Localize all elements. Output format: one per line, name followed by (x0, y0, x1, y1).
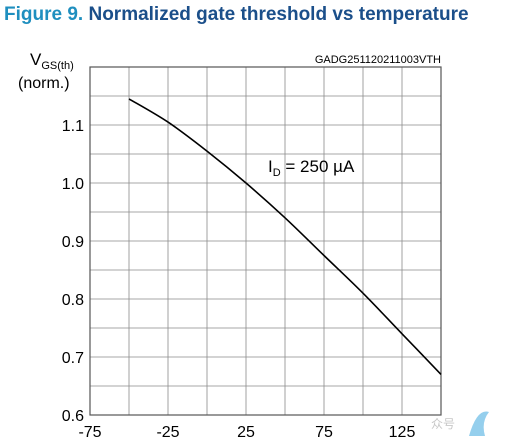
y-axis-label-main: V (30, 50, 42, 69)
annotation-sub: D (273, 167, 281, 179)
threshold-curve (128, 98, 442, 375)
x-tick-labels: -75 -25 25 75 125 (78, 424, 415, 441)
watermark-logo: 众号 (431, 411, 489, 436)
y-tick-label: 0.6 (62, 408, 84, 425)
y-tick-label: 1.1 (62, 118, 84, 135)
x-tick-label: -75 (78, 424, 101, 441)
y-tick-label: 1.0 (62, 176, 84, 193)
y-axis-label: VGS(th) (30, 50, 74, 72)
x-tick-label: 75 (315, 424, 333, 441)
x-tick-label: -25 (156, 424, 179, 441)
current-annotation: ID = 250 µA (268, 157, 355, 179)
watermark-mark (469, 411, 489, 436)
chart-code: GADG251120211003VTH (315, 54, 441, 66)
x-tick-label: 125 (389, 424, 416, 441)
figure-number: Figure 9. (4, 4, 84, 25)
figure-title-text: Normalized gate threshold vs temperature (88, 4, 469, 25)
annotation-main: I (268, 157, 273, 176)
y-tick-label: 0.7 (62, 350, 84, 367)
chart-grid (89, 66, 442, 416)
y-tick-label: 0.8 (62, 292, 84, 309)
y-axis-unit: (norm.) (18, 75, 70, 92)
y-tick-labels: 0.6 0.7 0.8 0.9 1.0 1.1 (62, 118, 84, 425)
y-tick-label: 0.9 (62, 234, 84, 251)
plot-frame (89, 66, 442, 416)
y-axis-label-sub: GS(th) (41, 60, 73, 72)
x-tick-label: 25 (237, 424, 255, 441)
figure-title: Figure 9. Normalized gate threshold vs t… (4, 4, 469, 26)
annotation-rest: = 250 µA (281, 157, 355, 176)
watermark-label: 众号 (431, 417, 455, 431)
